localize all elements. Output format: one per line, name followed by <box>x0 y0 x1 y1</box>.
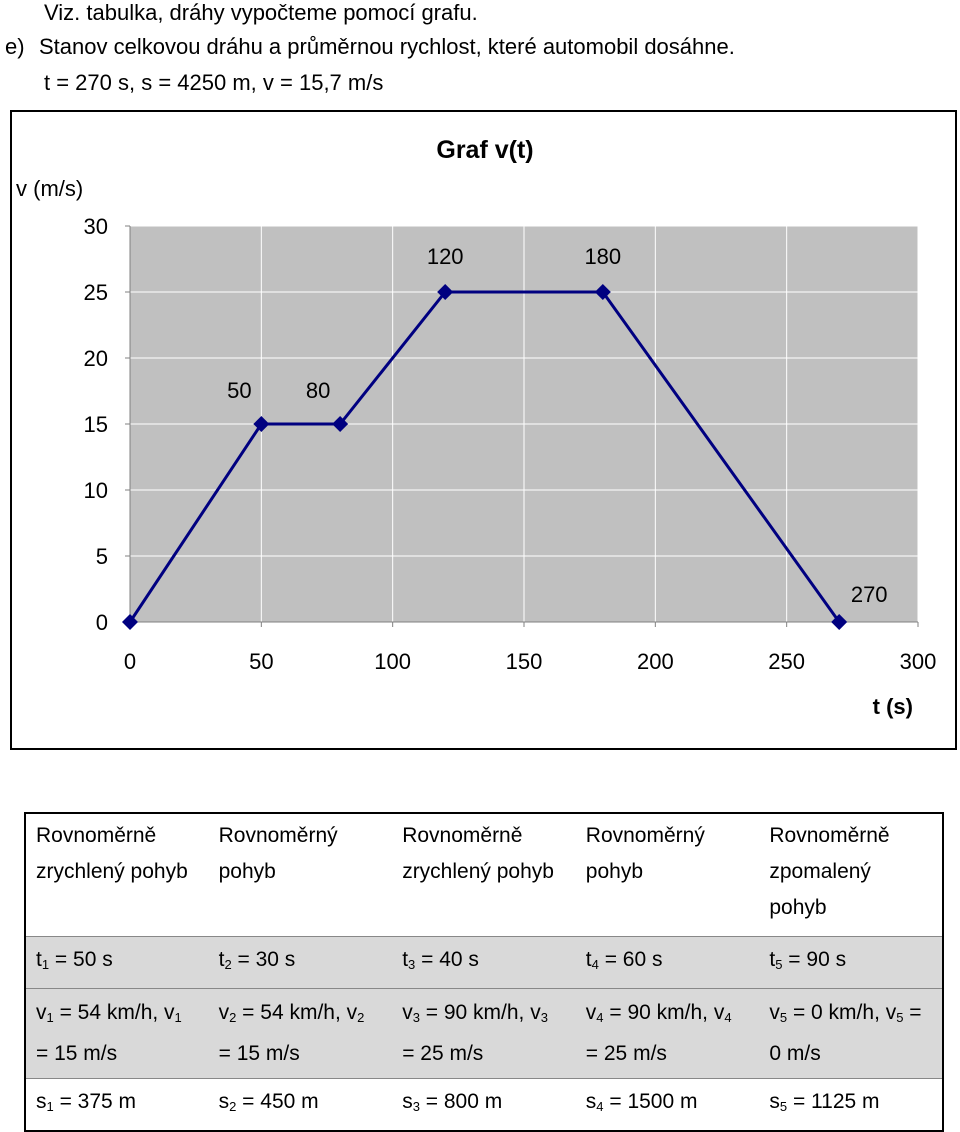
motion-table: Rovnoměrně zrychlený pohyb Rovnoměrný po… <box>24 812 944 1132</box>
table-cell: s3 = 800 m <box>392 1078 576 1131</box>
task-text: Stanov celkovou dráhu a průměrnou rychlo… <box>39 34 735 59</box>
y-tick-label: 20 <box>84 346 108 371</box>
x-tick-label: 50 <box>249 649 273 674</box>
x-tick-label: 100 <box>374 649 411 674</box>
table-cell: t4 = 60 s <box>575 936 760 989</box>
x-tick-label: 150 <box>506 649 543 674</box>
data-label: 270 <box>851 582 888 607</box>
data-point <box>253 416 270 432</box>
task-marker: e) <box>5 34 25 59</box>
y-axis-title: v (m/s) <box>16 176 83 201</box>
table-cell: s5 = 1125 m <box>759 1078 943 1131</box>
table-row: s1 = 375 m s2 = 450 m s3 = 800 m s4 = 15… <box>25 1078 943 1131</box>
data-label: 120 <box>427 244 464 269</box>
table-cell: v1 = 54 km/h, v1 = 15 m/s <box>25 988 209 1079</box>
data-point <box>831 614 848 630</box>
y-tick-label: 30 <box>84 214 108 239</box>
table-cell: v3 = 90 km/h, v3 = 25 m/s <box>392 988 576 1079</box>
table-row: v1 = 54 km/h, v1 = 15 m/s v2 = 54 km/h, … <box>25 988 943 1079</box>
table-cell: s4 = 1500 m <box>575 1078 760 1131</box>
table-cell: v2 = 54 km/h, v2 = 15 m/s <box>208 988 393 1079</box>
x-tick-label: 300 <box>900 649 937 674</box>
data-label: 50 <box>227 378 251 403</box>
table-row: t1 = 50 s t2 = 30 s t3 = 40 s t4 = 60 s … <box>25 936 943 989</box>
y-tick-label: 0 <box>96 610 108 635</box>
table-cell: Rovnoměrně zpomalený pohyb <box>759 812 943 937</box>
table-row: Rovnoměrně zrychlený pohyb Rovnoměrný po… <box>25 812 943 937</box>
result-line: t = 270 s, s = 4250 m, v = 15,7 m/s <box>44 70 384 95</box>
table-cell: t3 = 40 s <box>392 936 576 989</box>
data-label: 80 <box>306 378 330 403</box>
chart-title: Graf v(t) <box>436 136 533 164</box>
table-cell: s1 = 375 m <box>25 1078 209 1131</box>
data-point <box>437 284 454 300</box>
data-label: 180 <box>584 244 621 269</box>
data-point <box>594 284 611 300</box>
x-tick-label: 250 <box>768 649 805 674</box>
table-cell: Rovnoměrně zrychlený pohyb <box>25 812 209 937</box>
y-tick-label: 5 <box>96 544 108 569</box>
table-cell: t2 = 30 s <box>208 936 393 989</box>
y-tick-label: 15 <box>84 412 108 437</box>
data-point <box>122 614 138 630</box>
table-cell: t5 = 90 s <box>759 936 943 989</box>
table-cell: v5 = 0 km/h, v5 = 0 m/s <box>759 988 943 1079</box>
y-tick-label: 25 <box>84 280 108 305</box>
x-tick-label: 200 <box>637 649 674 674</box>
table-cell: Rovnoměrný pohyb <box>208 812 393 937</box>
y-tick-label: 10 <box>84 478 108 503</box>
x-axis-title: t (s) <box>873 694 913 719</box>
chart-frame: 0 5 10 15 20 25 30 0 50 100 150 200 250 300 Graf v(t) v… <box>10 110 957 750</box>
table-cell: s2 = 450 m <box>208 1078 393 1131</box>
x-tick-label: 0 <box>124 649 136 674</box>
series-line <box>128 290 841 623</box>
table-cell: v4 = 90 km/h, v4 = 25 m/s <box>575 988 760 1079</box>
table-cell: t1 = 50 s <box>25 936 209 989</box>
data-point <box>332 416 349 432</box>
table-cell: Rovnoměrný pohyb <box>575 812 760 937</box>
instruction-line: Viz. tabulka, dráhy vypočteme pomocí gra… <box>44 0 478 25</box>
table-cell: Rovnoměrně zrychlený pohyb <box>392 812 576 937</box>
task-e: e) Stanov celkovou dráhu a průměrnou rych… <box>5 34 735 60</box>
